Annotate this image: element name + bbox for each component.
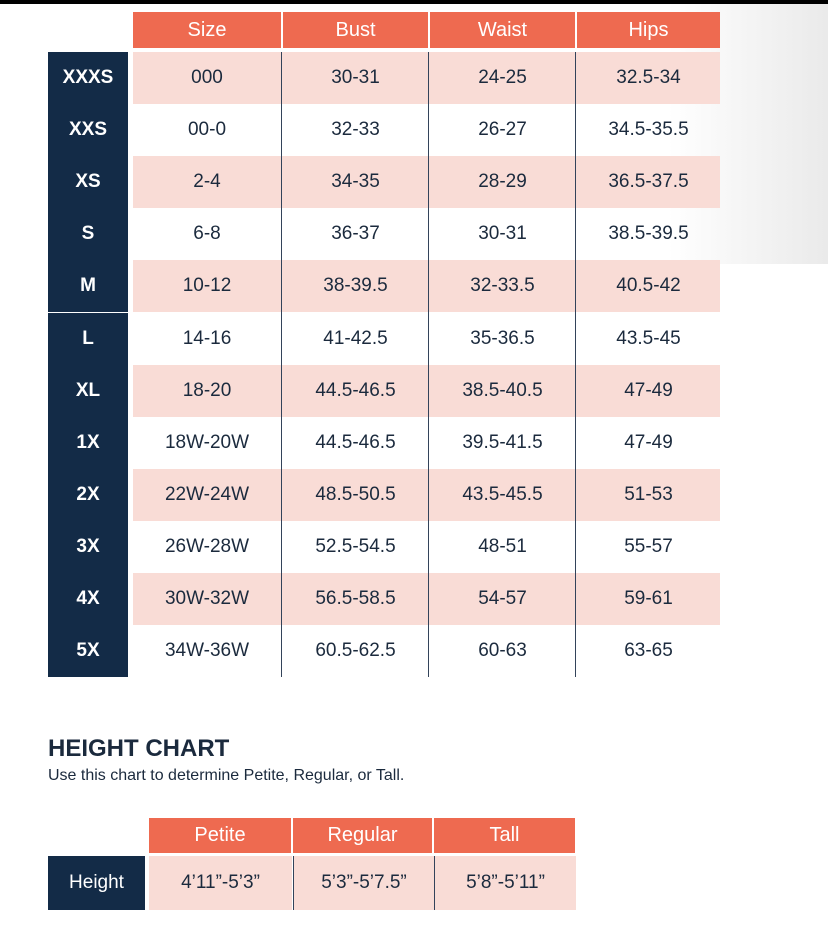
cell-bust: 36-37 [331, 223, 380, 245]
cell-size: 00-0 [187, 119, 227, 141]
cell-regular: 5’3”-5’7.5” [293, 856, 434, 910]
top-bar [0, 0, 828, 4]
cell-hips: 43.5-45 [616, 327, 681, 349]
cell-bust: 48.5-50.5 [315, 483, 396, 505]
cell-waist: 32-33.5 [470, 275, 535, 297]
table-row: 10-12 38-39.5 32-33.5 40.5-42 [133, 260, 720, 313]
row-label: XXS [48, 104, 128, 157]
cell-hips: 51-53 [624, 483, 673, 505]
table-row: 34W-36W 60.5-62.5 60-63 63-65 [133, 625, 720, 677]
header-regular: Regular [293, 818, 432, 853]
cell-hips: 63-65 [624, 640, 673, 662]
cell-hips: 59-61 [624, 588, 673, 609]
header-petite: Petite [149, 818, 291, 853]
cell-waist: 48-51 [478, 535, 527, 557]
row-label: XL [48, 364, 128, 417]
row-label: 3X [48, 520, 128, 573]
table-row: 00-0 32-33 26-27 34.5-35.5 [133, 104, 720, 156]
cell-waist: 35-36.5 [470, 327, 535, 349]
row-label: 1X [48, 416, 128, 469]
cell-size: 26W-28W [164, 535, 250, 557]
cell-bust: 32-33 [331, 119, 380, 141]
cell-size: 18W-20W [164, 431, 250, 453]
row-label: 5X [48, 625, 128, 678]
cell-size: 2-4 [193, 171, 221, 193]
header-tall: Tall [434, 818, 575, 853]
row-label: L [48, 312, 128, 365]
cell-bust: 38-39.5 [323, 275, 388, 297]
cell-hips: 40.5-42 [616, 275, 681, 297]
row-label: 4X [48, 573, 128, 625]
cell-bust: 44.5-46.5 [315, 379, 396, 401]
cell-size: 18-20 [182, 379, 232, 401]
height-chart-title: HEIGHT CHART [48, 735, 230, 762]
row-label: S [48, 208, 128, 261]
cell-waist: 60-63 [478, 640, 527, 662]
cell-bust: 60.5-62.5 [315, 640, 396, 662]
table-row: 26W-28W 52.5-54.5 48-51 55-57 [133, 521, 720, 573]
cell-bust: 52.5-54.5 [315, 535, 396, 557]
cell-waist: 30-31 [478, 223, 527, 245]
cell-waist: 54-57 [478, 588, 527, 609]
height-chart-subtitle: Use this chart to determine Petite, Regu… [48, 767, 405, 784]
cell-hips: 55-57 [624, 535, 673, 557]
table-row: 14-16 41-42.5 35-36.5 43.5-45 [133, 313, 720, 365]
cell-petite: 4’11”-5’3” [149, 856, 292, 910]
cell-size: 30W-32W [164, 588, 250, 609]
cell-bust: 56.5-58.5 [315, 588, 396, 609]
cell-waist: 28-29 [478, 171, 527, 193]
row-label: M [48, 260, 128, 313]
header-size: Size [133, 12, 281, 48]
header-hips: Hips [577, 12, 720, 48]
cell-waist: 39.5-41.5 [462, 431, 543, 453]
cell-bust: 34-35 [331, 171, 380, 193]
header-bust: Bust [283, 12, 428, 48]
table-row: 18W-20W 44.5-46.5 39.5-41.5 47-49 [133, 417, 720, 469]
table-row: 22W-24W 48.5-50.5 43.5-45.5 51-53 [133, 468, 720, 521]
cell-size: 6-8 [193, 223, 221, 245]
cell-hips: 36.5-37.5 [608, 171, 689, 193]
row-label: XXXS [48, 52, 128, 104]
cell-waist: 24-25 [478, 67, 527, 88]
cell-waist: 26-27 [478, 119, 527, 141]
cell-hips: 32.5-34 [616, 67, 681, 88]
table-row: 000 30-31 24-25 32.5-34 [133, 52, 720, 104]
cell-size: 34W-36W [164, 640, 250, 662]
table-row: 30W-32W 56.5-58.5 54-57 59-61 [133, 573, 720, 625]
column-divider [575, 52, 576, 677]
table-row: 6-8 36-37 30-31 38.5-39.5 [133, 208, 720, 260]
cell-size: 14-16 [182, 327, 232, 349]
column-divider [428, 52, 429, 677]
cell-hips: 34.5-35.5 [608, 119, 689, 141]
cell-hips: 47-49 [624, 431, 673, 453]
cell-bust: 44.5-46.5 [315, 431, 396, 453]
cell-bust: 41-42.5 [323, 327, 388, 349]
column-divider [281, 52, 282, 677]
row-label-height: Height [48, 856, 145, 910]
table-row: 2-4 34-35 28-29 36.5-37.5 [133, 156, 720, 209]
header-waist: Waist [430, 12, 575, 48]
row-label: 2X [48, 468, 128, 521]
cell-tall: 5’8”-5’11” [434, 856, 576, 910]
cell-waist: 38.5-40.5 [462, 379, 543, 401]
cell-bust: 30-31 [331, 67, 380, 88]
table-row: 18-20 44.5-46.5 38.5-40.5 47-49 [133, 364, 720, 417]
cell-waist: 43.5-45.5 [462, 483, 543, 505]
row-label: XS [48, 156, 128, 209]
cell-hips: 38.5-39.5 [608, 223, 689, 245]
cell-size: 22W-24W [164, 483, 250, 505]
cell-size: 10-12 [182, 275, 232, 297]
cell-hips: 47-49 [624, 379, 673, 401]
cell-size: 000 [191, 67, 223, 88]
